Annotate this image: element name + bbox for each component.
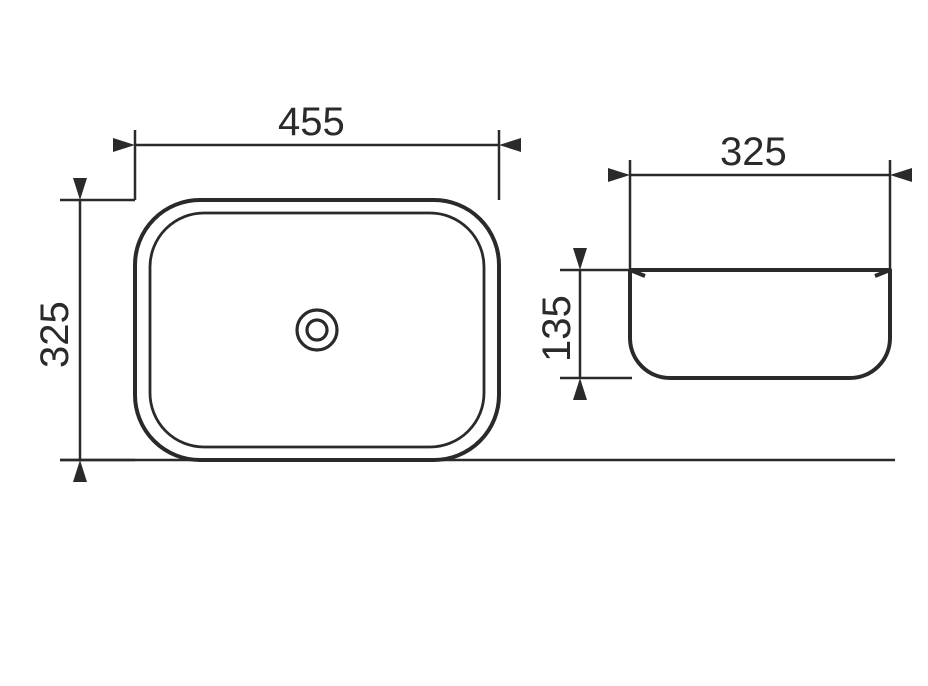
dimension-label: 325: [720, 130, 787, 174]
basin-outer: [135, 200, 499, 460]
dimension-label: 325: [33, 301, 77, 368]
dimension-label: 135: [535, 295, 579, 362]
basin-inner: [150, 213, 484, 447]
basin-side-profile: [630, 270, 890, 378]
drain-inner: [307, 320, 327, 340]
drain-outer: [297, 310, 337, 350]
dimension-label: 455: [278, 100, 345, 144]
